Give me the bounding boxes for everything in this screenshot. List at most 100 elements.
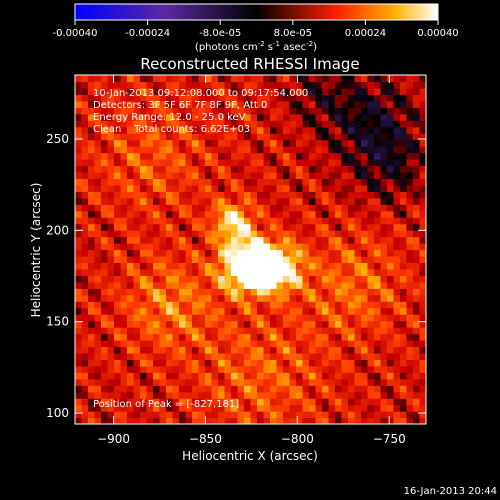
heatmap-cell [205, 268, 213, 276]
heatmap-cell [374, 191, 382, 199]
heatmap-cell [328, 391, 336, 399]
heatmap-cell [127, 365, 135, 373]
heatmap-cell [322, 307, 330, 315]
heatmap-cell [127, 411, 135, 419]
heatmap-cell [289, 230, 297, 238]
heatmap-cell [127, 223, 135, 231]
heatmap-cell [159, 107, 167, 115]
heatmap-cell [367, 398, 375, 406]
heatmap-cell [309, 236, 317, 244]
heatmap-cell [380, 398, 388, 406]
heatmap-cell [328, 385, 336, 393]
heatmap-cell [75, 262, 83, 270]
heatmap-cell [133, 191, 141, 199]
heatmap-cell [374, 398, 382, 406]
heatmap-cell [328, 307, 336, 315]
heatmap-cell [101, 417, 109, 424]
heatmap-cell [107, 165, 115, 173]
heatmap-cell [296, 113, 304, 121]
heatmap-cell [393, 126, 401, 134]
heatmap-cell [296, 352, 304, 360]
heatmap-cell [263, 301, 271, 309]
heatmap-cell [153, 352, 161, 360]
heatmap-cell [166, 320, 174, 328]
heatmap-cell [101, 133, 109, 141]
heatmap-cell [159, 133, 167, 141]
heatmap-cell [140, 359, 148, 367]
heatmap-cell [270, 268, 278, 276]
heatmap-cell [231, 94, 239, 102]
heatmap-cell [380, 178, 388, 186]
heatmap-cell [361, 75, 369, 83]
heatmap-cell [94, 204, 102, 212]
heatmap-cell [348, 268, 356, 276]
heatmap-cell [211, 391, 219, 399]
heatmap-cell [198, 327, 206, 335]
heatmap-cell [322, 126, 330, 134]
heatmap-cell [146, 417, 154, 424]
heatmap-cell [276, 152, 284, 160]
heatmap-cell [400, 113, 408, 121]
heatmap-cell [107, 307, 115, 315]
heatmap-cell [205, 159, 213, 167]
heatmap-cell [341, 230, 349, 238]
heatmap-cell [146, 378, 154, 386]
heatmap-cell [146, 320, 154, 328]
heatmap-cell [393, 236, 401, 244]
heatmap-cell [94, 113, 102, 121]
heatmap-cell [133, 139, 141, 147]
heatmap-cell [406, 146, 414, 154]
heatmap-cell [387, 249, 395, 257]
heatmap-cell [237, 139, 245, 147]
heatmap-cell [276, 314, 284, 322]
heatmap-cell [81, 301, 89, 309]
heatmap-cell [361, 197, 369, 205]
heatmap-cell [283, 378, 291, 386]
heatmap-cell [413, 75, 421, 83]
heatmap-cell [179, 301, 187, 309]
heatmap-cell [205, 191, 213, 199]
heatmap-cell [224, 197, 232, 205]
heatmap-cell [348, 152, 356, 160]
heatmap-cell [205, 197, 213, 205]
heatmap-cell [107, 359, 115, 367]
heatmap-cell [127, 81, 135, 89]
heatmap-cell [374, 223, 382, 231]
heatmap-cell [166, 197, 174, 205]
heatmap-cell [114, 365, 122, 373]
heatmap-cell [348, 139, 356, 147]
heatmap-cell [237, 100, 245, 108]
heatmap-cell [250, 327, 258, 335]
heatmap-cell [406, 327, 414, 335]
heatmap-cell [244, 301, 252, 309]
heatmap-cell [146, 352, 154, 360]
heatmap-cell [244, 210, 252, 218]
heatmap-cell [133, 94, 141, 102]
heatmap-cell [218, 223, 226, 231]
heatmap-cell [380, 204, 388, 212]
heatmap-cell [159, 126, 167, 134]
heatmap-cell [263, 107, 271, 115]
heatmap-cell [146, 249, 154, 257]
heatmap-cell [120, 152, 128, 160]
heatmap-cell [380, 385, 388, 393]
heatmap-cell [244, 126, 252, 134]
heatmap-cell [348, 178, 356, 186]
heatmap-cell [419, 126, 426, 134]
heatmap-cell [205, 352, 213, 360]
heatmap-cell [354, 210, 362, 218]
heatmap-cell [140, 126, 148, 134]
heatmap-cell [120, 346, 128, 354]
heatmap-cell [270, 404, 278, 412]
heatmap-cell [205, 339, 213, 348]
heatmap-cell [185, 146, 193, 154]
heatmap-cell [107, 191, 115, 199]
heatmap-cell [198, 94, 206, 102]
heatmap-cell [250, 152, 258, 160]
heatmap-cell [166, 217, 174, 225]
heatmap-cell [283, 159, 291, 167]
heatmap-cell [348, 339, 356, 348]
heatmap-cell [244, 152, 252, 160]
heatmap-cell [94, 307, 102, 315]
heatmap-cell [120, 113, 128, 121]
